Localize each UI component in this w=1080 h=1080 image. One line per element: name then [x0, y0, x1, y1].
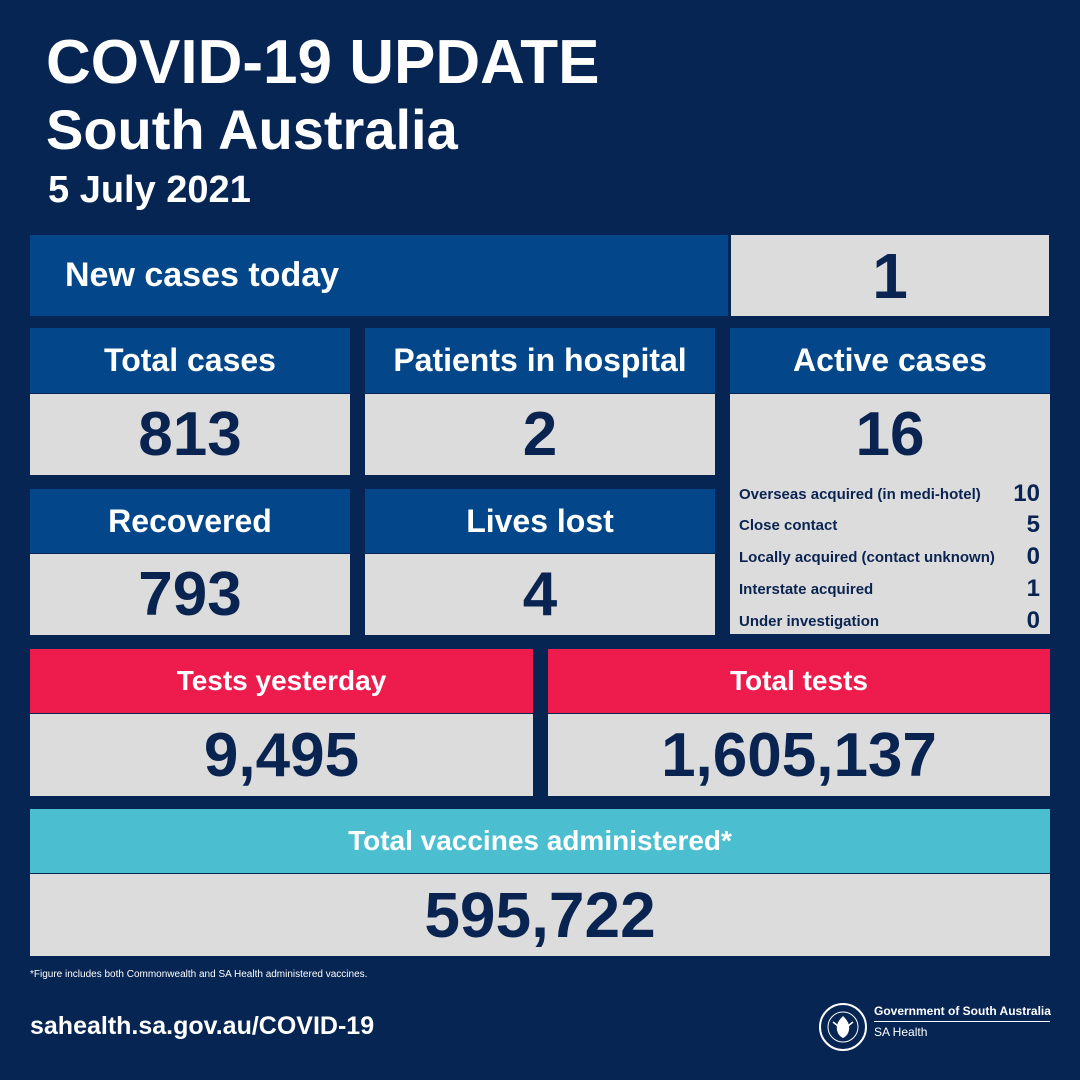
breakdown-count: 10 — [1013, 480, 1040, 507]
lives-lost-label: Lives lost — [365, 489, 715, 553]
website-link[interactable]: sahealth.sa.gov.au/COVID-19 — [30, 1012, 375, 1040]
breakdown-label: Interstate acquired — [739, 580, 874, 598]
breakdown-label: Overseas acquired (in medi-hotel) — [739, 485, 981, 503]
breakdown-row: Locally acquired (contact unknown) 0 — [739, 543, 1040, 571]
new-cases-label: New cases today — [30, 235, 728, 316]
breakdown-row: Close contact 5 — [739, 511, 1040, 539]
breakdown-row: Interstate acquired 1 — [739, 575, 1040, 603]
update-date: 5 July 2021 — [48, 169, 251, 211]
tests-yesterday-value: 9,495 — [30, 714, 533, 796]
breakdown-label: Under investigation — [739, 612, 880, 630]
vaccines-label: Total vaccines administered* — [30, 809, 1050, 873]
patients-in-hospital-label: Patients in hospital — [365, 328, 715, 393]
government-logo: Government of South Australia SA Health — [818, 1000, 1058, 1054]
active-cases-value: 16 — [730, 394, 1050, 475]
breakdown-count: 1 — [1026, 575, 1040, 602]
breakdown-row: Overseas acquired (in medi-hotel) 10 — [739, 480, 1040, 508]
south-australia-crest-icon — [819, 1003, 867, 1051]
breakdown-label: Locally acquired (contact unknown) — [739, 548, 995, 566]
recovered-label: Recovered — [30, 489, 350, 553]
breakdown-count: 0 — [1026, 543, 1040, 570]
breakdown-row: Under investigation 0 — [739, 607, 1040, 635]
page-title: COVID-19 UPDATE — [46, 28, 600, 97]
breakdown-label: Close contact — [739, 516, 838, 534]
government-name: Government of South Australia — [874, 1004, 1051, 1018]
vaccines-value: 595,722 — [30, 874, 1050, 956]
footnote: *Figure includes both Commonwealth and S… — [30, 969, 368, 980]
lives-lost-value: 4 — [365, 554, 715, 635]
page-subtitle: South Australia — [46, 98, 458, 161]
active-cases-label: Active cases — [730, 328, 1050, 393]
breakdown-count: 0 — [1026, 607, 1040, 634]
new-cases-value: 1 — [731, 235, 1049, 316]
recovered-value: 793 — [30, 554, 350, 635]
department-name: SA Health — [874, 1025, 928, 1039]
total-tests-value: 1,605,137 — [548, 714, 1050, 796]
total-cases-label: Total cases — [30, 328, 350, 393]
total-tests-label: Total tests — [548, 649, 1050, 713]
total-cases-value: 813 — [30, 394, 350, 475]
patients-in-hospital-value: 2 — [365, 394, 715, 475]
tests-yesterday-label: Tests yesterday — [30, 649, 533, 713]
logo-divider — [874, 1021, 1050, 1022]
active-cases-breakdown: Overseas acquired (in medi-hotel) 10 Clo… — [730, 474, 1050, 634]
breakdown-count: 5 — [1026, 511, 1040, 538]
